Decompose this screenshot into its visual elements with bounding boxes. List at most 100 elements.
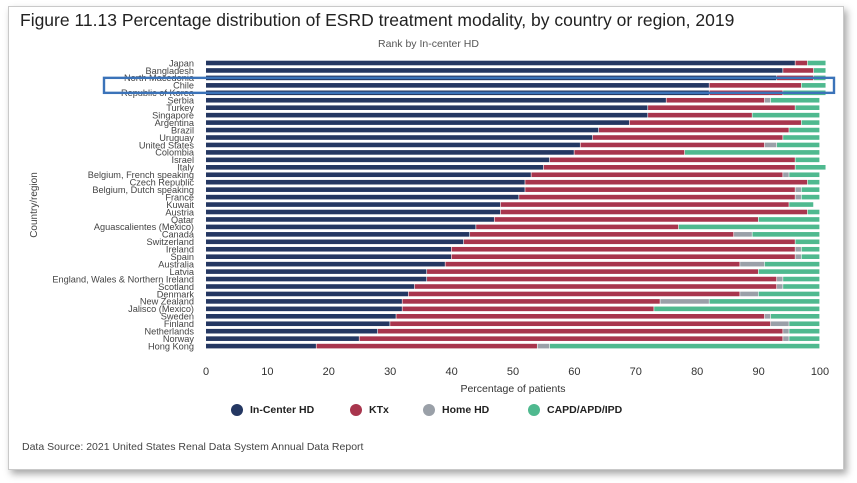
bar-segment-home-hd-belgium-french-speaking (783, 172, 789, 178)
x-axis-title: Percentage of patients (460, 383, 565, 395)
bar-segment-capd-apd-ipd-colombia (684, 150, 820, 155)
category-label-israel: Israel (172, 155, 194, 165)
bar-segment-ktx-canada (470, 232, 734, 237)
category-label-serbia: Serbia (167, 96, 194, 106)
bar-segment-ktx-belgium-french-speaking (531, 172, 783, 178)
bar-segment-ktx-australia (445, 261, 740, 267)
bar-segment-capd-apd-ipd-belgium-french-speaking (789, 172, 820, 178)
category-label-chile: Chile (173, 81, 194, 91)
y-axis-title: Country/region (29, 172, 40, 238)
bar-segment-ktx-denmark (408, 291, 740, 297)
bar-segment-capd-apd-ipd-finland (789, 321, 820, 327)
bar-segment-in-center-hd-belgium-dutch-speaking (206, 187, 525, 192)
bar-segment-in-center-hd-czech-republic (206, 179, 525, 185)
bar-segment-ktx-aguascalientes-mexico (476, 224, 679, 230)
bar-segment-in-center-hd-denmark (206, 291, 409, 297)
bar-segment-ktx-norway (359, 336, 783, 341)
bar-segment-capd-apd-ipd-czech-republic (807, 179, 820, 185)
category-label-italy: Italy (177, 163, 194, 173)
category-label-united-states: United States (139, 140, 195, 150)
x-tick-label-70: 70 (630, 366, 642, 378)
bar-segment-capd-apd-ipd-latvia (758, 269, 820, 274)
legend-label-ktx: KTx (369, 404, 389, 416)
bar-segment-ktx-finland (390, 321, 771, 327)
legend-item-incenter-hd: In-Center HD (231, 404, 314, 416)
legend-label-capd: CAPD/APD/IPD (547, 404, 623, 416)
bar-segment-in-center-hd-austria (206, 209, 501, 215)
category-label-sweden: Sweden (161, 312, 194, 322)
category-label-canada: Canada (162, 230, 195, 240)
bar-segment-ktx-latvia (427, 269, 758, 274)
legend-swatch-ktx (350, 404, 362, 416)
bar-segment-ktx-england-wales-northern-ireland (427, 276, 777, 282)
bar-segment-ktx-spain (451, 254, 795, 259)
bar-segment-capd-apd-ipd-jalisco-mexico (654, 306, 820, 312)
legend-swatch-home-hd (423, 404, 435, 416)
category-label-finland: Finland (164, 319, 194, 329)
bar-segment-capd-apd-ipd-argentina (801, 120, 820, 125)
category-label-france: France (165, 192, 194, 202)
bar-segment-home-hd-scotland (777, 284, 783, 289)
bar-segment-capd-apd-ipd-scotland (783, 284, 820, 289)
category-label-czech-republic: Czech Republic (130, 178, 195, 188)
bar-segment-capd-apd-ipd-belgium-dutch-speaking (801, 187, 820, 192)
bar-segment-ktx-sweden (396, 314, 765, 319)
legend-swatch-incenter-hd (231, 404, 243, 416)
bar-segment-in-center-hd-netherlands (206, 328, 378, 334)
x-tick-label-50: 50 (507, 366, 519, 378)
x-tick-label-0: 0 (203, 366, 209, 378)
legend-item-capd: CAPD/APD/IPD (528, 404, 622, 416)
bar-segment-capd-apd-ipd-bangladesh (813, 68, 826, 73)
bar-segment-home-hd-hong-kong (537, 343, 550, 349)
bar-segment-in-center-hd-argentina (206, 120, 630, 125)
category-label-brazil: Brazil (171, 125, 194, 135)
bar-segment-in-center-hd-italy (206, 165, 544, 170)
bar-segment-ktx-jalisco-mexico (402, 306, 654, 312)
bar-segment-ktx-qatar (494, 217, 758, 222)
bar-segment-ktx-austria (500, 209, 808, 215)
bar-segment-capd-apd-ipd-italy (795, 165, 826, 170)
category-label-new-zealand: New Zealand (140, 297, 194, 307)
x-tick-label-100: 100 (811, 366, 829, 378)
category-label-qatar: Qatar (171, 215, 194, 225)
category-label-japan: Japan (169, 58, 194, 68)
category-label-spain: Spain (171, 252, 195, 262)
bar-segment-capd-apd-ipd-uruguay (783, 135, 820, 140)
bar-segment-capd-apd-ipd-brazil (789, 127, 820, 133)
bar-segment-in-center-hd-japan (206, 60, 795, 66)
category-label-singapore: Singapore (152, 110, 194, 120)
x-tick-label-20: 20 (323, 366, 335, 378)
bar-segment-capd-apd-ipd-spain (801, 254, 820, 259)
category-label-colombia: Colombia (155, 148, 195, 158)
bar-segment-in-center-hd-england-wales-northern-ireland (206, 276, 427, 282)
bar-segment-capd-apd-ipd-canada (752, 232, 820, 237)
bar-segment-capd-apd-ipd-kuwait (789, 202, 814, 207)
bar-segment-home-hd-netherlands (783, 328, 789, 334)
bar-segment-capd-apd-ipd-austria (807, 209, 820, 215)
category-label-belgium-french-speaking: Belgium, French speaking (88, 170, 194, 180)
category-label-scotland: Scotland (158, 282, 194, 292)
bar-segment-ktx-serbia (666, 97, 765, 103)
bar-segment-ktx-switzerland (463, 239, 795, 245)
category-label-belgium-dutch-speaking: Belgium, Dutch speaking (92, 185, 194, 195)
bar-segment-home-hd-new-zealand (660, 299, 709, 304)
bar-segment-capd-apd-ipd-japan (807, 60, 826, 66)
bar-segment-in-center-hd-new-zealand (206, 299, 402, 304)
x-tick-label-80: 80 (691, 366, 703, 378)
bar-segment-ktx-belgium-dutch-speaking (525, 187, 795, 192)
legend-label-incenter-hd: In-Center HD (250, 404, 315, 416)
x-tick-label-60: 60 (568, 366, 580, 378)
category-label-uruguay: Uruguay (159, 133, 194, 143)
bar-segment-ktx-scotland (414, 284, 777, 289)
bar-segment-home-hd-sweden (764, 314, 771, 319)
bar-segment-ktx-ireland (451, 246, 795, 252)
bar-segment-capd-apd-ipd-turkey (795, 105, 820, 110)
bar-segment-ktx-italy (543, 165, 795, 170)
bar-segment-in-center-hd-aguascalientes-mexico (206, 224, 476, 230)
category-label-norway: Norway (163, 334, 195, 344)
bar-segment-home-hd-denmark (740, 291, 758, 297)
bar-segment-in-center-hd-jalisco-mexico (206, 306, 402, 312)
bar-segment-home-hd-finland (770, 321, 789, 327)
category-label-netherlands: Netherlands (144, 327, 194, 337)
bar-segment-in-center-hd-kuwait (206, 202, 501, 207)
